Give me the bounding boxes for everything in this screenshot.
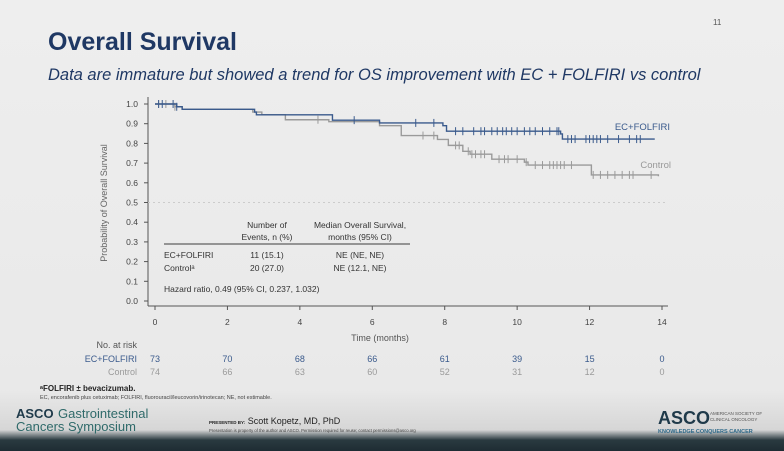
row-median-control: NE (12.1, NE) <box>334 263 387 273</box>
row-median-ec: NE (NE, NE) <box>336 250 384 260</box>
at-risk-value: 73 <box>150 354 160 364</box>
at-risk-value: 60 <box>367 367 377 377</box>
header-median-1: Median Overall Survival, <box>314 220 406 230</box>
at-risk-value: 68 <box>295 354 305 364</box>
row-events-control: 20 (27.0) <box>250 263 284 273</box>
x-axis-label: Time (months) <box>351 333 409 343</box>
copyright-notice: Presentation is property of the author a… <box>209 428 416 433</box>
row-label-control: Controlᵃ <box>164 263 195 273</box>
at-risk-value: 66 <box>222 367 232 377</box>
at-risk-label: EC+FOLFIRI <box>85 354 137 364</box>
row-events-ec: 11 (15.1) <box>250 250 284 260</box>
at-risk-value: 31 <box>512 367 522 377</box>
footnote: ᵃFOLFIRI ± bevacizumab. <box>40 384 136 393</box>
x-tick-label: 4 <box>297 317 302 327</box>
x-tick-label: 14 <box>657 317 667 327</box>
abbreviations: EC, encorafenib plus cetuximab; FOLFIRI,… <box>40 395 272 401</box>
slide-subtitle: Data are immature but showed a trend for… <box>48 66 701 84</box>
y-tick-label: 0.0 <box>126 296 138 306</box>
y-tick-label: 0.5 <box>126 198 138 208</box>
hazard-ratio: Hazard ratio, 0.49 (95% CI, 0.237, 1.032… <box>164 284 320 294</box>
at-risk-value: 74 <box>150 367 160 377</box>
row-label-ec: EC+FOLFIRI <box>164 250 213 260</box>
y-tick-label: 1.0 <box>126 99 138 109</box>
y-tick-label: 0.7 <box>126 158 138 168</box>
header-events-1: Number of <box>247 220 287 230</box>
y-tick-label: 0.8 <box>126 138 138 148</box>
at-risk-value: 39 <box>512 354 522 364</box>
header-median-2: months (95% CI) <box>328 232 392 242</box>
x-tick-label: 10 <box>512 317 522 327</box>
series-label-ec-folfiri: EC+FOLFIRI <box>615 122 670 133</box>
at-risk-value: 63 <box>295 367 305 377</box>
x-tick-label: 8 <box>442 317 447 327</box>
y-tick-label: 0.1 <box>126 276 138 286</box>
y-tick-label: 0.6 <box>126 178 138 188</box>
at-risk-value: 0 <box>659 354 664 364</box>
at-risk-value: 12 <box>585 367 595 377</box>
slide-title: Overall Survival <box>48 28 238 56</box>
page-number: 11 <box>713 18 722 27</box>
at-risk-label: Control <box>108 367 137 377</box>
x-tick-label: 12 <box>585 317 595 327</box>
x-tick-label: 6 <box>370 317 375 327</box>
header-events-2: Events, n (%) <box>241 232 292 242</box>
at-risk-value: 70 <box>222 354 232 364</box>
at-risk-value: 52 <box>440 367 450 377</box>
inset-table: Number of Events, n (%) Median Overall S… <box>164 220 410 294</box>
y-tick-label: 0.9 <box>126 119 138 129</box>
y-tick-label: 0.3 <box>126 237 138 247</box>
at-risk-value: 61 <box>440 354 450 364</box>
at-risk-title: No. at risk <box>96 340 137 350</box>
at-risk-value: 66 <box>367 354 377 364</box>
at-risk-value: 0 <box>659 367 664 377</box>
presenter: PRESENTED BY: Scott Kopetz, MD, PhD <box>209 416 341 426</box>
at-risk-value: 15 <box>585 354 595 364</box>
series-label-control: Control <box>640 160 671 171</box>
x-tick-label: 2 <box>225 317 230 327</box>
km-curve-1 <box>155 103 660 177</box>
asco-gi-logo: ASCO Gastrointestinal Cancers Symposium <box>16 406 149 434</box>
x-tick-label: 0 <box>153 317 158 327</box>
km-curve-0 <box>155 103 655 140</box>
y-tick-label: 0.4 <box>126 217 138 227</box>
y-axis-label: Probability of Overall Survival <box>99 144 109 262</box>
y-tick-label: 0.2 <box>126 257 138 267</box>
